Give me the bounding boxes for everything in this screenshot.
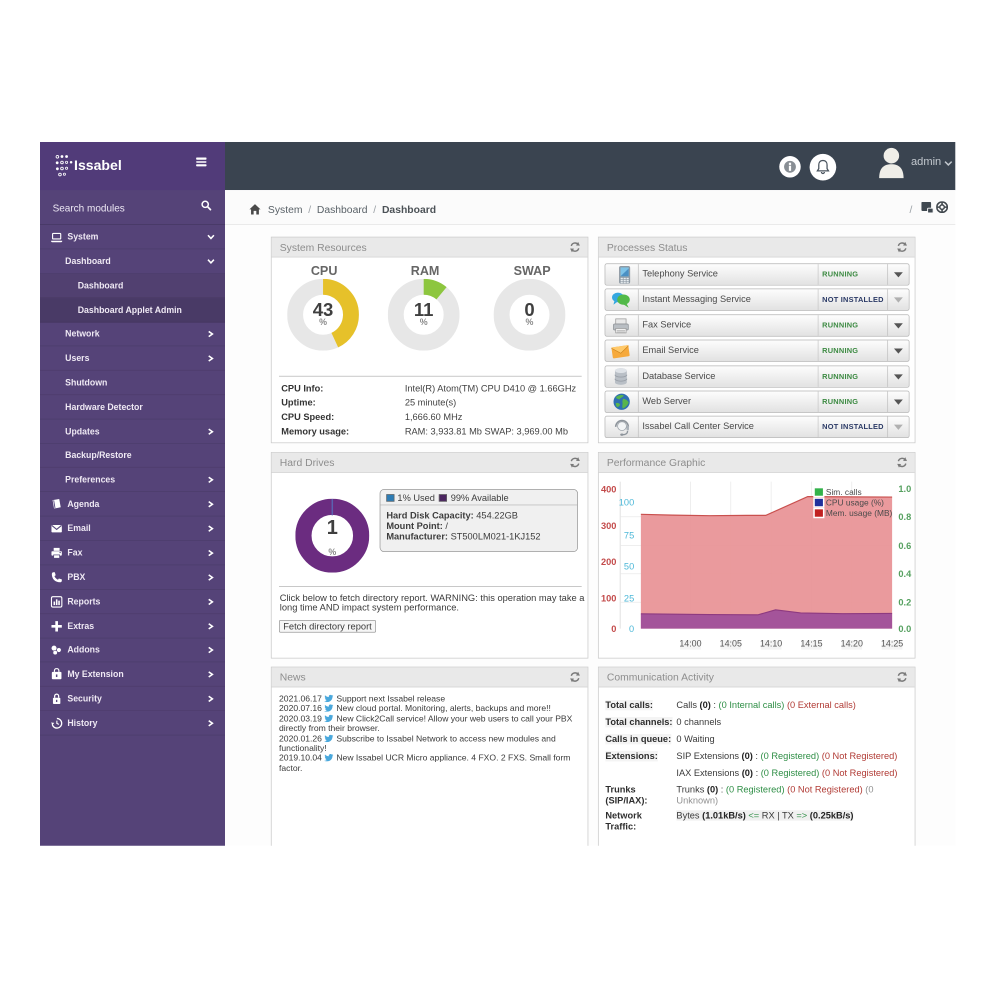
svg-text:25: 25: [624, 593, 634, 603]
svg-text:0.6: 0.6: [898, 541, 911, 551]
svg-text:14:05: 14:05: [720, 639, 742, 649]
svg-text:0.0: 0.0: [898, 624, 911, 634]
svg-text:400: 400: [601, 485, 616, 495]
svg-text:14:25: 14:25: [881, 639, 903, 649]
svg-text:50: 50: [624, 562, 634, 572]
svg-text:14:00: 14:00: [679, 639, 701, 649]
svg-text:0.4: 0.4: [898, 569, 912, 579]
svg-text:0: 0: [629, 624, 634, 634]
svg-text:CPU usage (%): CPU usage (%): [826, 497, 884, 507]
svg-text:14:20: 14:20: [841, 639, 863, 649]
svg-text:Sim. calls: Sim. calls: [826, 487, 862, 497]
svg-text:75: 75: [624, 530, 634, 540]
svg-text:0: 0: [611, 624, 616, 634]
svg-text:14:10: 14:10: [760, 639, 782, 649]
svg-text:200: 200: [601, 557, 616, 567]
svg-text:1.0: 1.0: [898, 484, 911, 494]
svg-text:Mem. usage (MB): Mem. usage (MB): [826, 508, 893, 518]
svg-text:14:15: 14:15: [800, 639, 822, 649]
svg-text:0.2: 0.2: [898, 598, 911, 608]
svg-text:100: 100: [619, 498, 634, 508]
svg-text:0.8: 0.8: [898, 512, 911, 522]
svg-text:300: 300: [601, 521, 616, 531]
svg-text:100: 100: [601, 593, 616, 603]
